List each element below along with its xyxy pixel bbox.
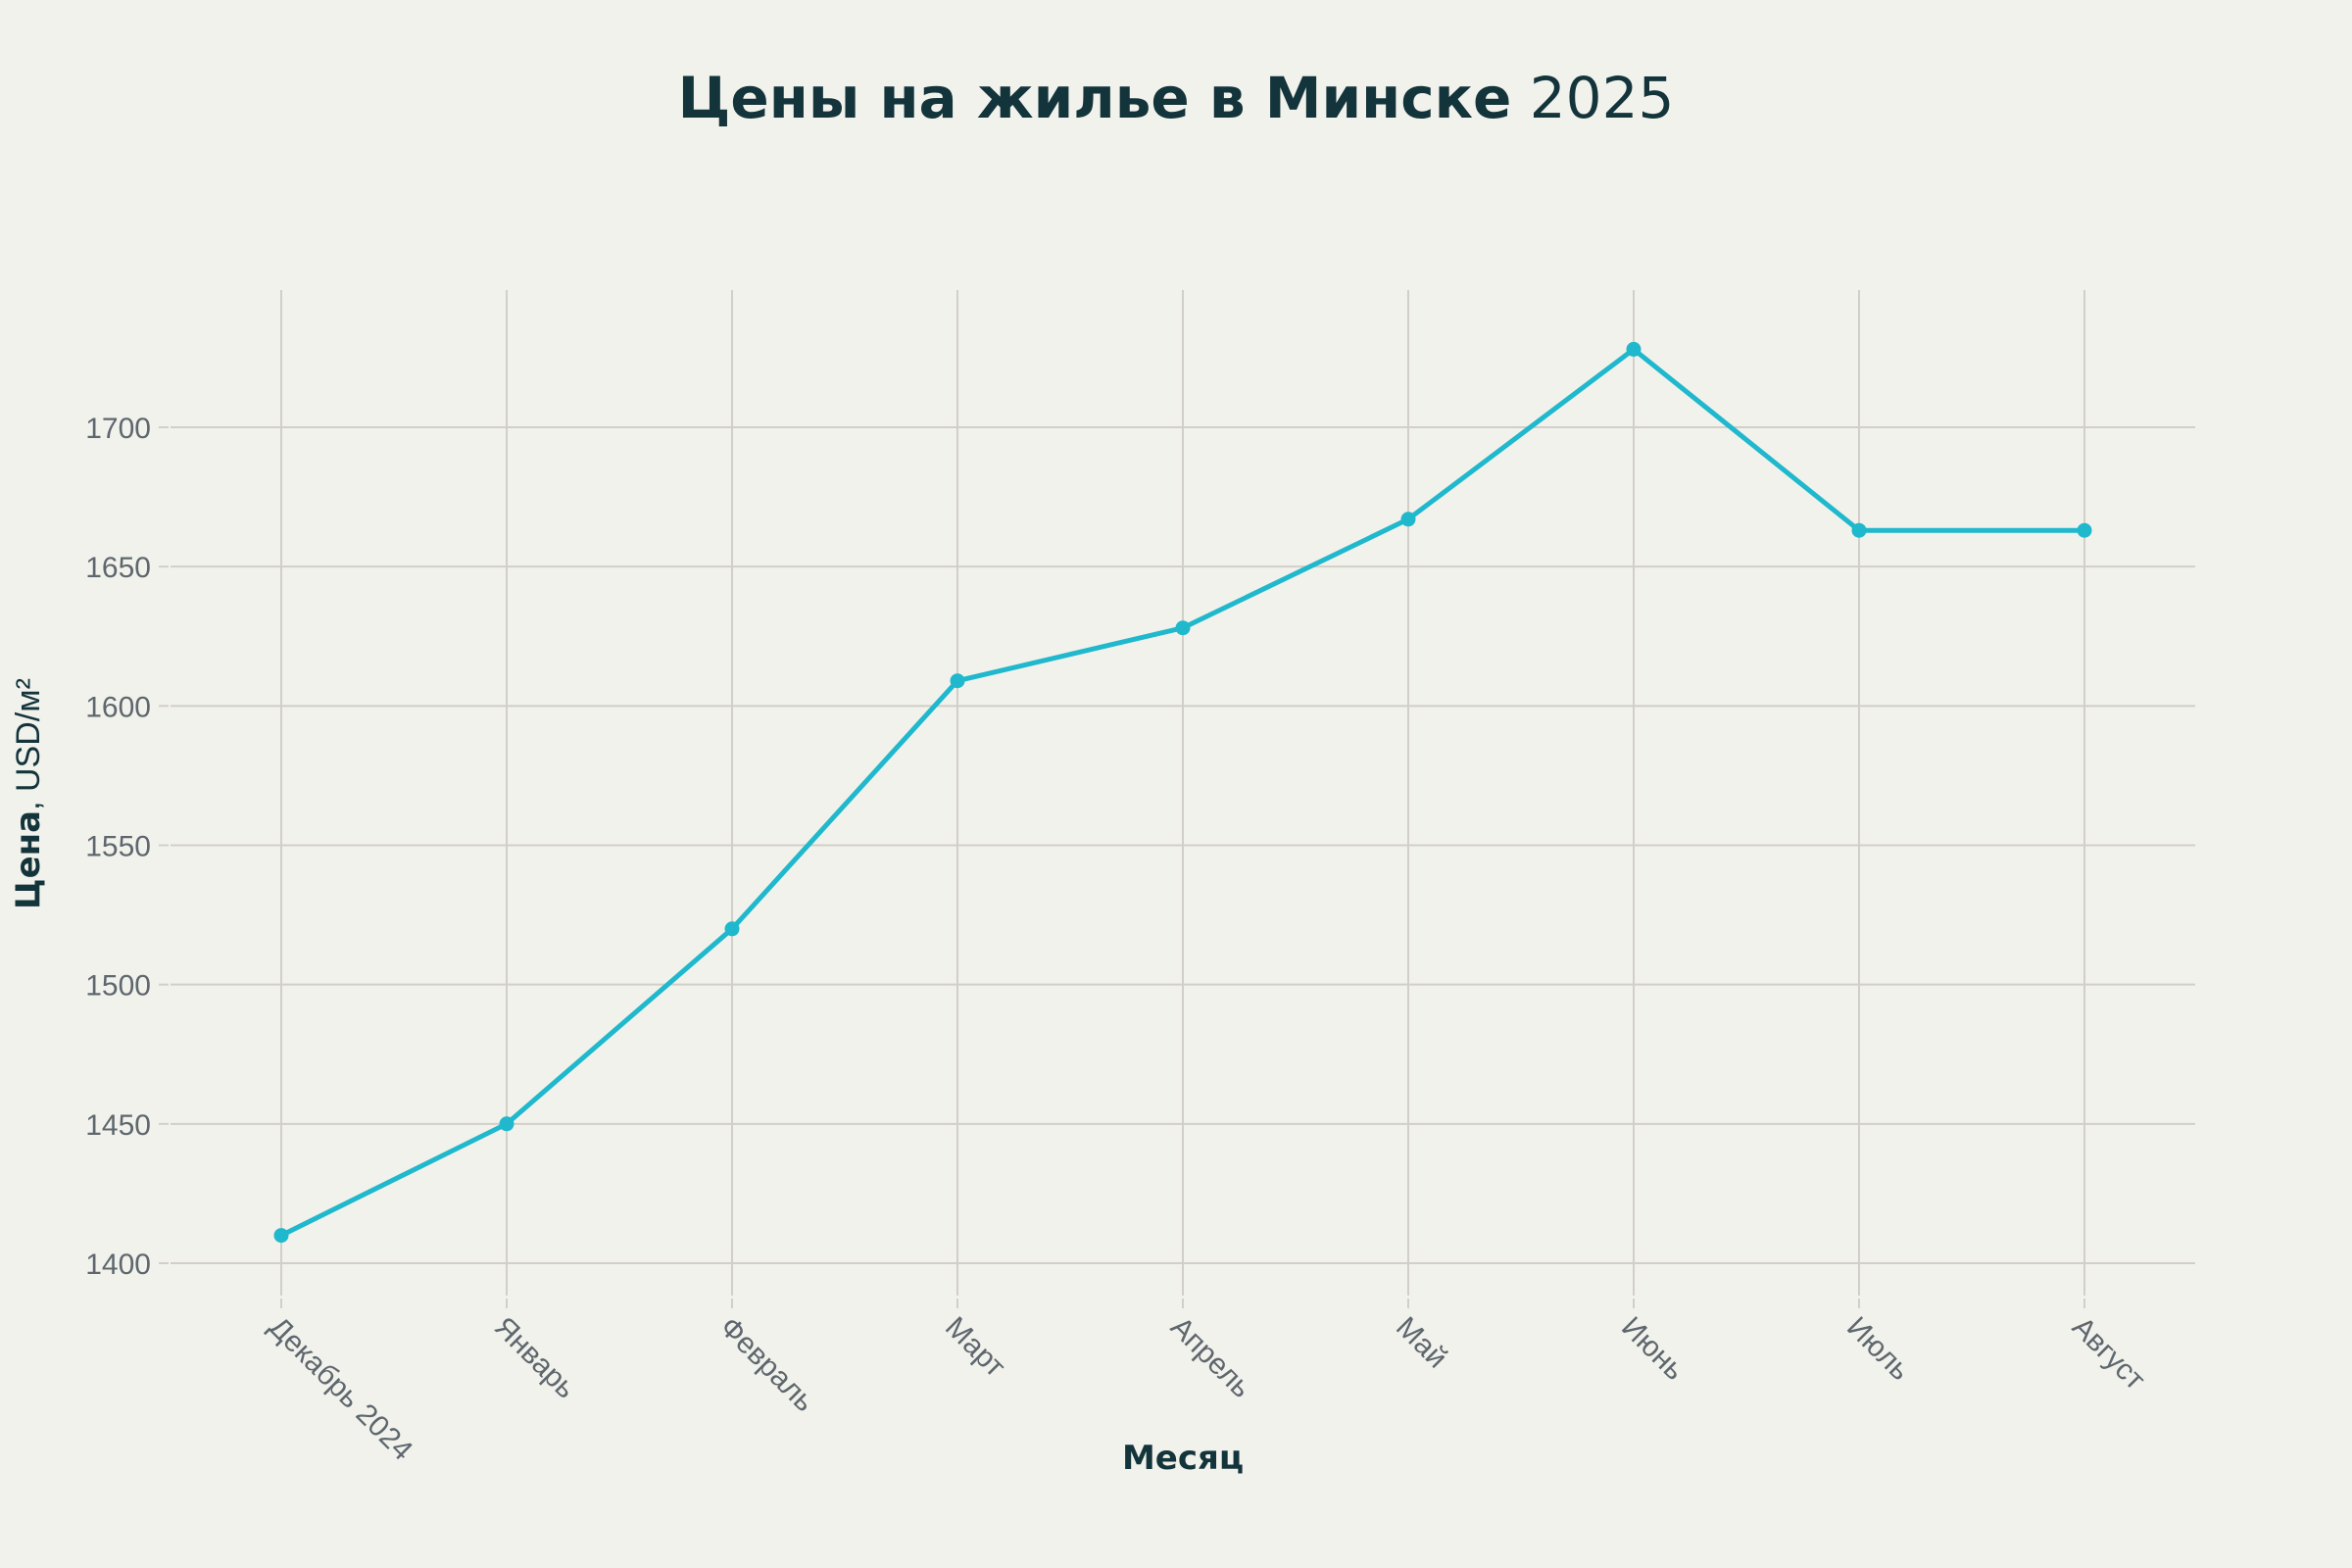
vertical-gridlines <box>280 290 2085 1296</box>
y-tick-label: 1550 <box>85 831 151 863</box>
y-tick-label: 1700 <box>85 413 151 445</box>
x-axis-title: Месяц <box>1122 1439 1244 1478</box>
y-axis-title: Цена, USD/м² <box>9 678 48 909</box>
data-point-marker[interactable] <box>1851 522 1867 538</box>
chart-title: Цены на жилье в Минске 2025 <box>678 65 1675 131</box>
y-tick-label: 1600 <box>85 691 151 723</box>
y-axis-ticks: 1400 1450 1500 1550 1600 1650 1700 <box>85 413 169 1281</box>
y-tick-label: 1500 <box>85 970 151 1003</box>
chart-title-main: Цены на жилье в Минске <box>678 65 1512 131</box>
data-point-marker[interactable] <box>499 1116 514 1132</box>
y-axis-title-unit: , USD/м² <box>10 678 47 810</box>
data-point-marker[interactable] <box>273 1228 289 1244</box>
data-point-marker[interactable] <box>1175 620 1191 636</box>
y-tick-label: 1450 <box>85 1109 151 1142</box>
y-tick-label: 1400 <box>85 1249 151 1281</box>
data-point-marker[interactable] <box>724 921 740 937</box>
data-point-marker[interactable] <box>2077 522 2092 538</box>
y-tick-label: 1650 <box>85 552 151 584</box>
horizontal-gridlines <box>171 426 2195 1264</box>
data-point-marker[interactable] <box>1400 512 1416 527</box>
chart-title-year: 2025 <box>1530 65 1675 131</box>
data-series <box>273 341 2092 1244</box>
data-point-marker[interactable] <box>950 673 965 689</box>
data-point-marker[interactable] <box>1626 341 1642 357</box>
y-axis-title-main: Цена <box>9 810 48 909</box>
